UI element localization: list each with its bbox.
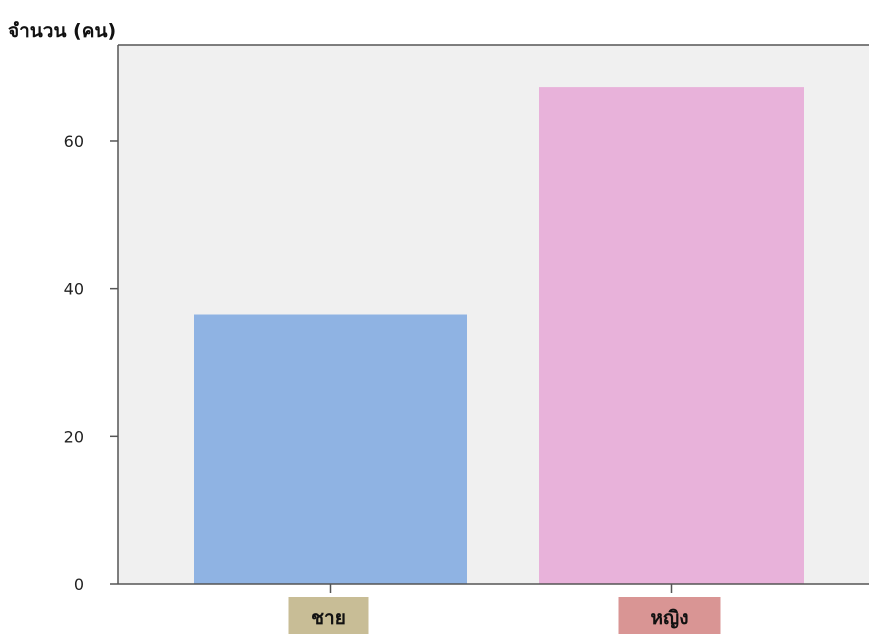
y-tick-label: 60 [64, 132, 84, 151]
y-tick-group: 0 20 40 60 [64, 132, 118, 594]
bar-group [194, 87, 804, 584]
y-axis-label: จำนวน (คน) [8, 20, 116, 42]
y-tick-label: 40 [64, 280, 84, 299]
y-tick-label: 0 [74, 575, 84, 594]
x-category-group: ชาย หญิง [288, 584, 721, 634]
x-category-label-background [288, 597, 369, 634]
bar-male [194, 314, 467, 584]
bar-female [539, 87, 804, 584]
x-category-label: หญิง [651, 607, 689, 629]
y-tick-label: 20 [64, 427, 84, 446]
x-category-label: ชาย [311, 607, 346, 629]
x-category-label-background [618, 597, 721, 634]
